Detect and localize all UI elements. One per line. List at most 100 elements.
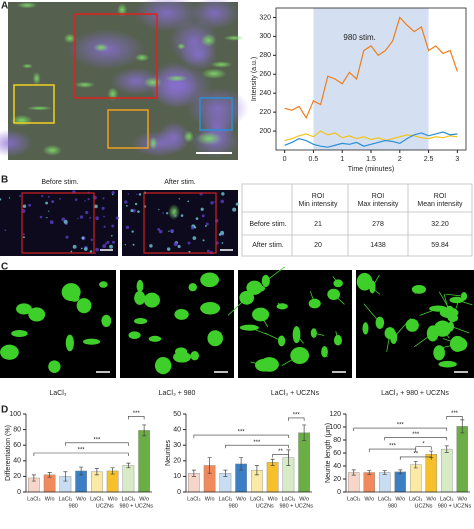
- table-frame: [241, 183, 473, 257]
- speck: [89, 250, 93, 253]
- error-bar: [444, 445, 449, 453]
- significance-label: ***: [397, 423, 405, 429]
- speck: [19, 195, 22, 197]
- speck: [8, 197, 11, 199]
- row-header: After stim.: [252, 242, 284, 249]
- speck: [63, 219, 68, 224]
- neurite: [456, 299, 473, 306]
- x-tick-label: W/o: [76, 496, 86, 502]
- table-header: ROI Mean intensity: [417, 193, 463, 208]
- significance-label: ***: [133, 411, 141, 417]
- error-bar: [47, 472, 52, 478]
- panel-label: A: [1, 1, 8, 12]
- speck: [210, 201, 214, 205]
- cell: [28, 307, 46, 322]
- panel-label: D: [1, 405, 8, 416]
- significance-label: **: [413, 451, 418, 457]
- group-label: 980 + UCZNs: [280, 503, 314, 509]
- neurite: [249, 327, 268, 335]
- image-label: Before stim.: [41, 179, 78, 186]
- significance-bracket: [446, 416, 463, 420]
- y-tick-label: 260: [259, 71, 271, 78]
- speck: [22, 236, 25, 239]
- cell: [107, 87, 119, 101]
- speck: [131, 230, 134, 233]
- speck: [127, 193, 130, 195]
- significance-bracket: [415, 446, 432, 450]
- stain: [131, 130, 188, 157]
- significance-label: ***: [238, 430, 246, 436]
- speck: [177, 244, 181, 249]
- row-header: Before stim.: [249, 221, 286, 228]
- x-tick-label: LaCl₃: [90, 496, 104, 502]
- significance-bracket: [272, 454, 289, 458]
- bar: [266, 462, 279, 493]
- speck: [39, 215, 43, 219]
- significance-bracket: [225, 444, 289, 449]
- y-tick-label: 80: [333, 437, 341, 444]
- speck: [28, 203, 32, 207]
- cell: [136, 279, 144, 293]
- x-axis-label: Time (minutes): [348, 166, 394, 173]
- speck: [157, 228, 161, 231]
- speck: [162, 212, 164, 214]
- x-tick-label: LaCl₃: [440, 496, 454, 502]
- significance-label: *: [422, 441, 425, 447]
- error-bar: [191, 469, 196, 477]
- cell: [200, 33, 217, 47]
- x-tick-label: W/o: [299, 496, 309, 502]
- error-bar: [367, 470, 372, 475]
- speck: [103, 225, 106, 228]
- cell: [21, 63, 34, 69]
- speck: [138, 193, 142, 196]
- y-tick-label: 200: [259, 128, 271, 135]
- cell: [445, 305, 454, 314]
- x-tick-label: LaCl₃: [409, 496, 423, 502]
- cell: [48, 360, 61, 373]
- neurite: [363, 303, 381, 324]
- y-tick-label: 240: [259, 90, 271, 97]
- y-axis-label: Neurites: [165, 439, 172, 466]
- bar: [456, 426, 469, 493]
- neurite: [413, 333, 433, 348]
- x-tick-label: LaCl₃: [378, 496, 392, 502]
- cell: [143, 76, 162, 88]
- cell: [201, 68, 227, 79]
- stain: [110, 67, 162, 95]
- error-bar: [286, 449, 291, 466]
- speck: [51, 200, 55, 204]
- neurite: [393, 318, 412, 338]
- x-tick-label: 0: [283, 156, 287, 163]
- speck: [79, 215, 84, 219]
- cell: [177, 43, 186, 50]
- x-tick-label: LaCl₃: [122, 496, 136, 502]
- y-tick-label: 40: [173, 426, 181, 433]
- neurite: [333, 294, 345, 305]
- bar: [394, 471, 407, 493]
- significance-bracket: [128, 416, 145, 420]
- neurite: [227, 297, 247, 316]
- cell: [200, 272, 220, 288]
- error-bar: [31, 474, 36, 482]
- significance-bracket: [288, 417, 305, 421]
- speck: [134, 202, 138, 206]
- table-cell: 1438: [370, 242, 386, 249]
- error-bar: [94, 468, 99, 476]
- panel-label: B: [1, 175, 8, 186]
- cell: [32, 71, 41, 85]
- roi-box: [199, 97, 233, 131]
- speck: [168, 230, 170, 232]
- bar: [298, 432, 310, 493]
- speck: [187, 200, 190, 203]
- speck: [0, 198, 2, 201]
- neurite: [414, 289, 420, 295]
- cell: [149, 136, 158, 150]
- group-label: UCZNs: [256, 503, 274, 509]
- cell: [168, 204, 180, 220]
- speck: [125, 225, 130, 230]
- speck: [232, 207, 237, 212]
- speck: [170, 229, 174, 233]
- neurite: [250, 361, 265, 366]
- cell: [292, 326, 301, 344]
- cell: [93, 43, 109, 52]
